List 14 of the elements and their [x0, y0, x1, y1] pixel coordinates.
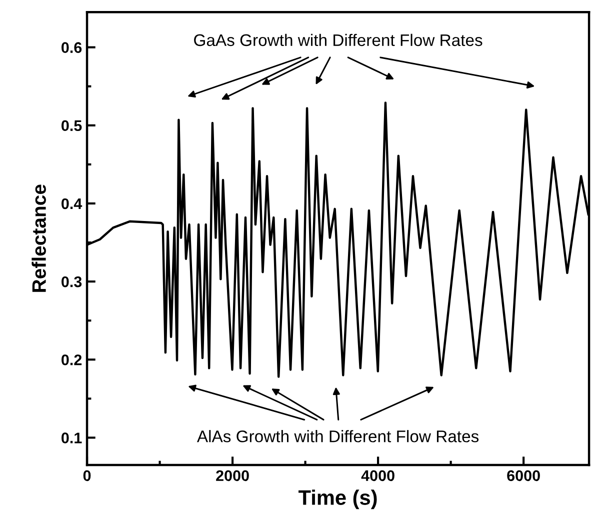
x-tick-label: 6000 [507, 470, 540, 482]
x-axis-title: Time (s) [298, 490, 377, 510]
x-tick-label: 4000 [361, 470, 394, 482]
y-tick-label: 0.6 [62, 42, 82, 53]
y-tick-label: 0.3 [62, 276, 82, 288]
x-tick-label: 0 [83, 470, 91, 482]
y-axis-title: Reflectance [32, 184, 46, 292]
annotation: AlAs Growth with Different Flow Rates [196, 430, 479, 442]
y-tick-label: 0.1 [62, 432, 82, 444]
x-tick-label: 2000 [216, 470, 249, 482]
y-tick-label: 0.4 [62, 198, 82, 210]
annotation: GaAs Growth with Different Flow Rates [194, 34, 482, 46]
y-tick-label: 0.5 [62, 120, 82, 132]
y-tick-label: 0.2 [62, 354, 82, 366]
